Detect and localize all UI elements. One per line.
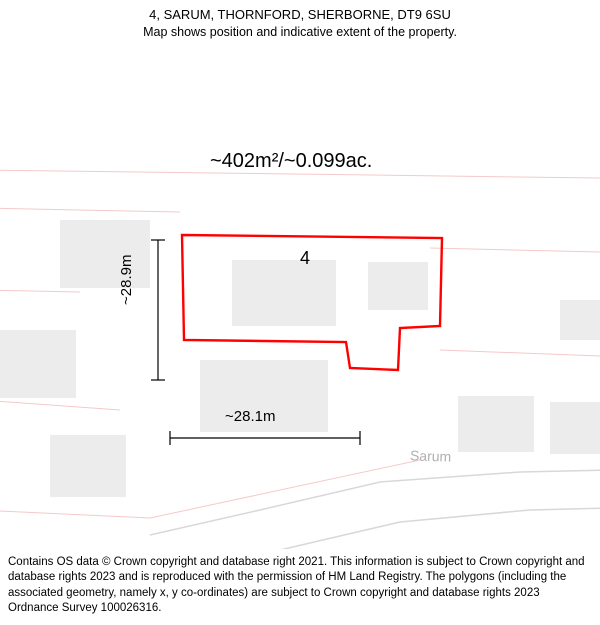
header: 4, SARUM, THORNFORD, SHERBORNE, DT9 6SU … (0, 0, 600, 42)
dimension-width-label: ~28.1m (225, 408, 275, 425)
map-area: ~402m²/~0.099ac. 4 ~28.9m ~28.1m Sarum (0, 40, 600, 550)
header-subtitle: Map shows position and indicative extent… (10, 24, 590, 41)
area-label: ~402m²/~0.099ac. (210, 150, 372, 173)
plot-number-label: 4 (300, 248, 310, 269)
footer-copyright: Contains OS data © Crown copyright and d… (0, 549, 600, 625)
street-name-label: Sarum (410, 447, 452, 464)
map-svg (0, 40, 600, 550)
dimension-height-label: ~28.9m (118, 255, 135, 305)
header-title: 4, SARUM, THORNFORD, SHERBORNE, DT9 6SU (10, 6, 590, 24)
